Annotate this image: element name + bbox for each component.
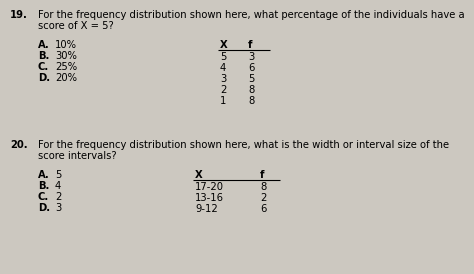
- Text: 2: 2: [260, 193, 266, 203]
- Text: For the frequency distribution shown here, what is the width or interval size of: For the frequency distribution shown her…: [38, 140, 449, 150]
- Text: f: f: [248, 40, 253, 50]
- Text: 5: 5: [248, 74, 255, 84]
- Text: 6: 6: [248, 63, 255, 73]
- Text: 30%: 30%: [55, 51, 77, 61]
- Text: 9-12: 9-12: [195, 204, 218, 214]
- Text: D.: D.: [38, 73, 50, 83]
- Text: For the frequency distribution shown here, what percentage of the individuals ha: For the frequency distribution shown her…: [38, 10, 465, 20]
- Text: A.: A.: [38, 170, 50, 180]
- Text: C.: C.: [38, 62, 49, 72]
- Text: A.: A.: [38, 40, 50, 50]
- Text: 3: 3: [220, 74, 226, 84]
- Text: C.: C.: [38, 192, 49, 202]
- Text: 2: 2: [55, 192, 61, 202]
- Text: 25%: 25%: [55, 62, 77, 72]
- Text: 5: 5: [220, 52, 227, 62]
- Text: 4: 4: [55, 181, 61, 191]
- Text: 3: 3: [55, 203, 61, 213]
- Text: 6: 6: [260, 204, 266, 214]
- Text: 8: 8: [260, 182, 266, 192]
- Text: f: f: [260, 170, 264, 180]
- Text: 20.: 20.: [10, 140, 27, 150]
- Text: B.: B.: [38, 181, 49, 191]
- Text: 5: 5: [55, 170, 61, 180]
- Text: 8: 8: [248, 96, 254, 106]
- Text: 4: 4: [220, 63, 226, 73]
- Text: 3: 3: [248, 52, 254, 62]
- Text: 2: 2: [220, 85, 227, 95]
- Text: B.: B.: [38, 51, 49, 61]
- Text: 20%: 20%: [55, 73, 77, 83]
- Text: X: X: [220, 40, 228, 50]
- Text: 8: 8: [248, 85, 254, 95]
- Text: X: X: [195, 170, 203, 180]
- Text: 10%: 10%: [55, 40, 77, 50]
- Text: score of X = 5?: score of X = 5?: [38, 21, 114, 31]
- Text: 19.: 19.: [10, 10, 28, 20]
- Text: 13-16: 13-16: [195, 193, 224, 203]
- Text: 17-20: 17-20: [195, 182, 224, 192]
- Text: 1: 1: [220, 96, 227, 106]
- Text: D.: D.: [38, 203, 50, 213]
- Text: score intervals?: score intervals?: [38, 151, 117, 161]
